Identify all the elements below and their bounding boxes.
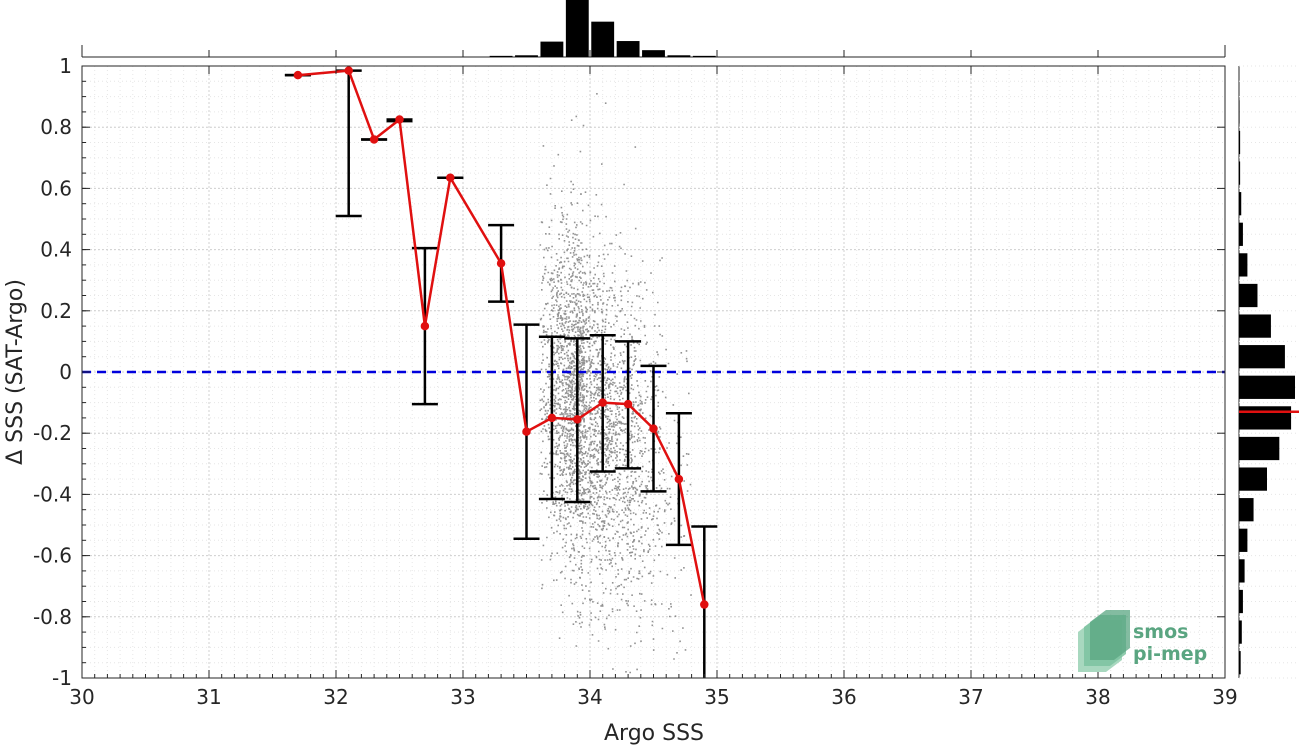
- right-hist-bar: [1239, 314, 1271, 338]
- x-tick-label: 34: [577, 685, 602, 709]
- mean-marker: [598, 398, 607, 407]
- x-tick-label: 38: [1085, 685, 1110, 709]
- x-tick-label: 33: [450, 685, 475, 709]
- y-axis-label: Δ SSS (SAT-Argo): [3, 279, 28, 465]
- right-hist-bar: [1239, 589, 1243, 614]
- mean-marker: [395, 115, 404, 124]
- x-tick-label: 36: [831, 685, 856, 709]
- right-hist-bar: [1239, 253, 1248, 277]
- mean-marker: [573, 415, 582, 424]
- mean-marker: [369, 135, 379, 144]
- mean-marker: [446, 173, 455, 182]
- y-tick-label: 0.2: [40, 299, 72, 323]
- top-hist-bar: [489, 55, 513, 57]
- top-hist-bar: [540, 41, 564, 57]
- main-plot-area: 30 31 32 33 34 35 36 37 38 39 -1 -0.8 -0.6 -0.4 -0.2 0…: [33, 54, 1238, 709]
- mean-marker: [344, 66, 353, 75]
- right-hist-bar: [1239, 161, 1241, 185]
- right-hist-bar: [1239, 192, 1242, 216]
- smos-pimep-logo: smos pi-mep: [1078, 610, 1207, 672]
- right-hist-bar: [1239, 436, 1280, 461]
- top-hist-bar: [692, 55, 716, 57]
- x-tick-label: 35: [704, 685, 729, 709]
- mean-marker: [496, 259, 506, 268]
- x-tick-label: 30: [69, 685, 94, 709]
- binned-mean-line: [293, 66, 709, 609]
- right-hist-bar: [1239, 100, 1240, 124]
- logo-cube-icon: [1078, 610, 1130, 672]
- y-tick-label: 1: [59, 54, 72, 78]
- mean-marker: [522, 427, 531, 436]
- right-hist-bar: [1239, 620, 1242, 644]
- scatter-cloud: [539, 93, 692, 674]
- logo-line1: smos: [1133, 621, 1188, 643]
- y-tick-label: 0: [59, 360, 72, 384]
- right-hist-bar: [1239, 498, 1254, 522]
- y-tick-label: -0.4: [33, 482, 72, 506]
- top-hist-bar: [515, 55, 538, 57]
- x-axis-label: Argo SSS: [604, 721, 704, 746]
- right-hist-bar: [1239, 222, 1243, 246]
- top-histogram: [81, 0, 1226, 58]
- top-hist-bar: [565, 0, 589, 57]
- right-hist-bar: [1239, 406, 1292, 430]
- mean-marker: [623, 399, 633, 409]
- mean-marker: [674, 474, 684, 484]
- x-tick-label: 37: [958, 685, 983, 709]
- top-hist-bar: [667, 55, 691, 57]
- top-hist-bar: [616, 41, 640, 57]
- mean-marker: [700, 600, 709, 609]
- right-hist-bar: [1239, 651, 1241, 675]
- y-tick-label: 0.4: [40, 238, 72, 262]
- y-tick-label: -1: [52, 666, 72, 690]
- y-tick-label: 0.6: [40, 176, 72, 200]
- right-hist-bar: [1239, 345, 1285, 369]
- top-hist-bar: [642, 50, 665, 57]
- right-hist-bar: [1239, 528, 1248, 552]
- x-tick-label: 39: [1212, 685, 1237, 709]
- y-tick-label: -0.2: [33, 421, 72, 445]
- right-hist-bar: [1239, 283, 1258, 308]
- top-hist-bar: [591, 21, 615, 57]
- mean-marker: [649, 424, 658, 433]
- right-hist-bar: [1239, 130, 1241, 155]
- x-tick-label: 32: [323, 685, 348, 709]
- right-hist-bar: [1239, 559, 1245, 583]
- mean-marker: [293, 70, 303, 80]
- logo-line2: pi-mep: [1133, 643, 1207, 665]
- mean-marker: [420, 321, 430, 331]
- y-tick-label: 0.8: [40, 115, 72, 139]
- right-histogram: [1238, 65, 1299, 679]
- x-tick-label: 31: [196, 685, 221, 709]
- mean-marker: [547, 413, 557, 423]
- right-hist-bar: [1239, 375, 1295, 399]
- y-tick-label: -0.6: [33, 544, 72, 568]
- right-hist-bar: [1239, 467, 1267, 491]
- scatter-points-path: [539, 93, 692, 674]
- y-tick-label: -0.8: [33, 605, 72, 629]
